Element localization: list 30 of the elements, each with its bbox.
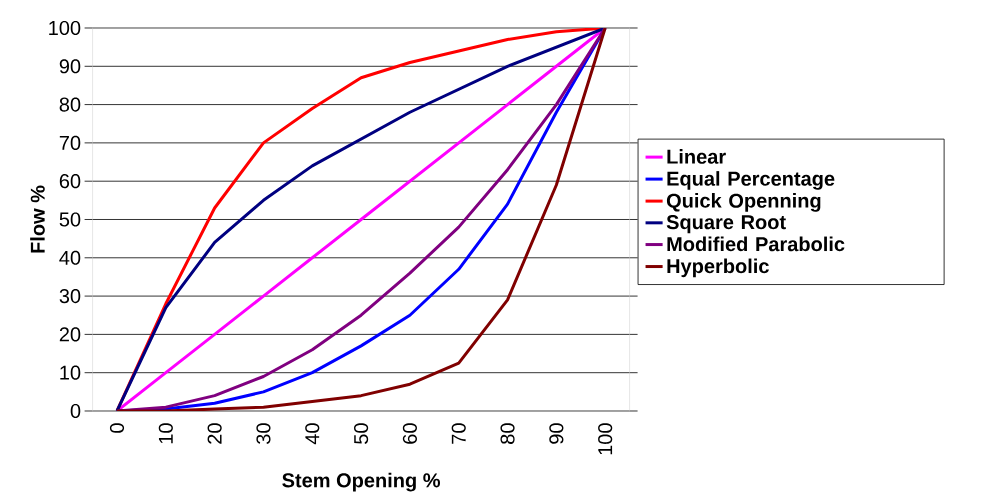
x-tick-label: 0 xyxy=(109,423,125,433)
y-tick-label: 20 xyxy=(59,327,81,342)
x-tick-label: 80 xyxy=(500,423,515,444)
x-axis-title: Stem Opening % xyxy=(282,472,441,492)
x-tick-label: 20 xyxy=(207,423,222,444)
legend-label: Modified Parabolic xyxy=(667,236,845,252)
x-tick-label: 60 xyxy=(402,423,417,444)
y-tick-label: 80 xyxy=(59,97,81,112)
legend-label: Equal Percentage xyxy=(667,171,835,190)
x-tick-label: 40 xyxy=(305,423,320,445)
legend-label: Square Root xyxy=(666,215,786,234)
legend-label: Linear xyxy=(667,149,726,164)
y-tick-label: 90 xyxy=(59,59,81,74)
y-tick-label: 50 xyxy=(59,212,81,227)
y-tick-label: 0 xyxy=(70,403,81,419)
x-tick-label: 90 xyxy=(549,423,564,444)
x-tick-label: 10 xyxy=(158,423,173,444)
x-tick-label: 70 xyxy=(451,423,466,444)
y-tick-label: 100 xyxy=(49,20,81,36)
x-tick-label: 30 xyxy=(256,423,271,444)
y-tick-label: 40 xyxy=(59,250,81,265)
y-tick-label: 10 xyxy=(60,365,81,380)
legend-label: Quick Openning xyxy=(666,193,821,212)
x-tick-label: 100 xyxy=(598,423,613,455)
y-tick-label: 70 xyxy=(59,135,81,150)
y-axis-title: Flow % xyxy=(30,185,45,253)
legend-label: Hyperbolic xyxy=(667,258,769,278)
y-tick-label: 30 xyxy=(59,289,81,304)
y-tick-label: 60 xyxy=(59,174,81,189)
x-tick-label: 50 xyxy=(354,423,369,444)
